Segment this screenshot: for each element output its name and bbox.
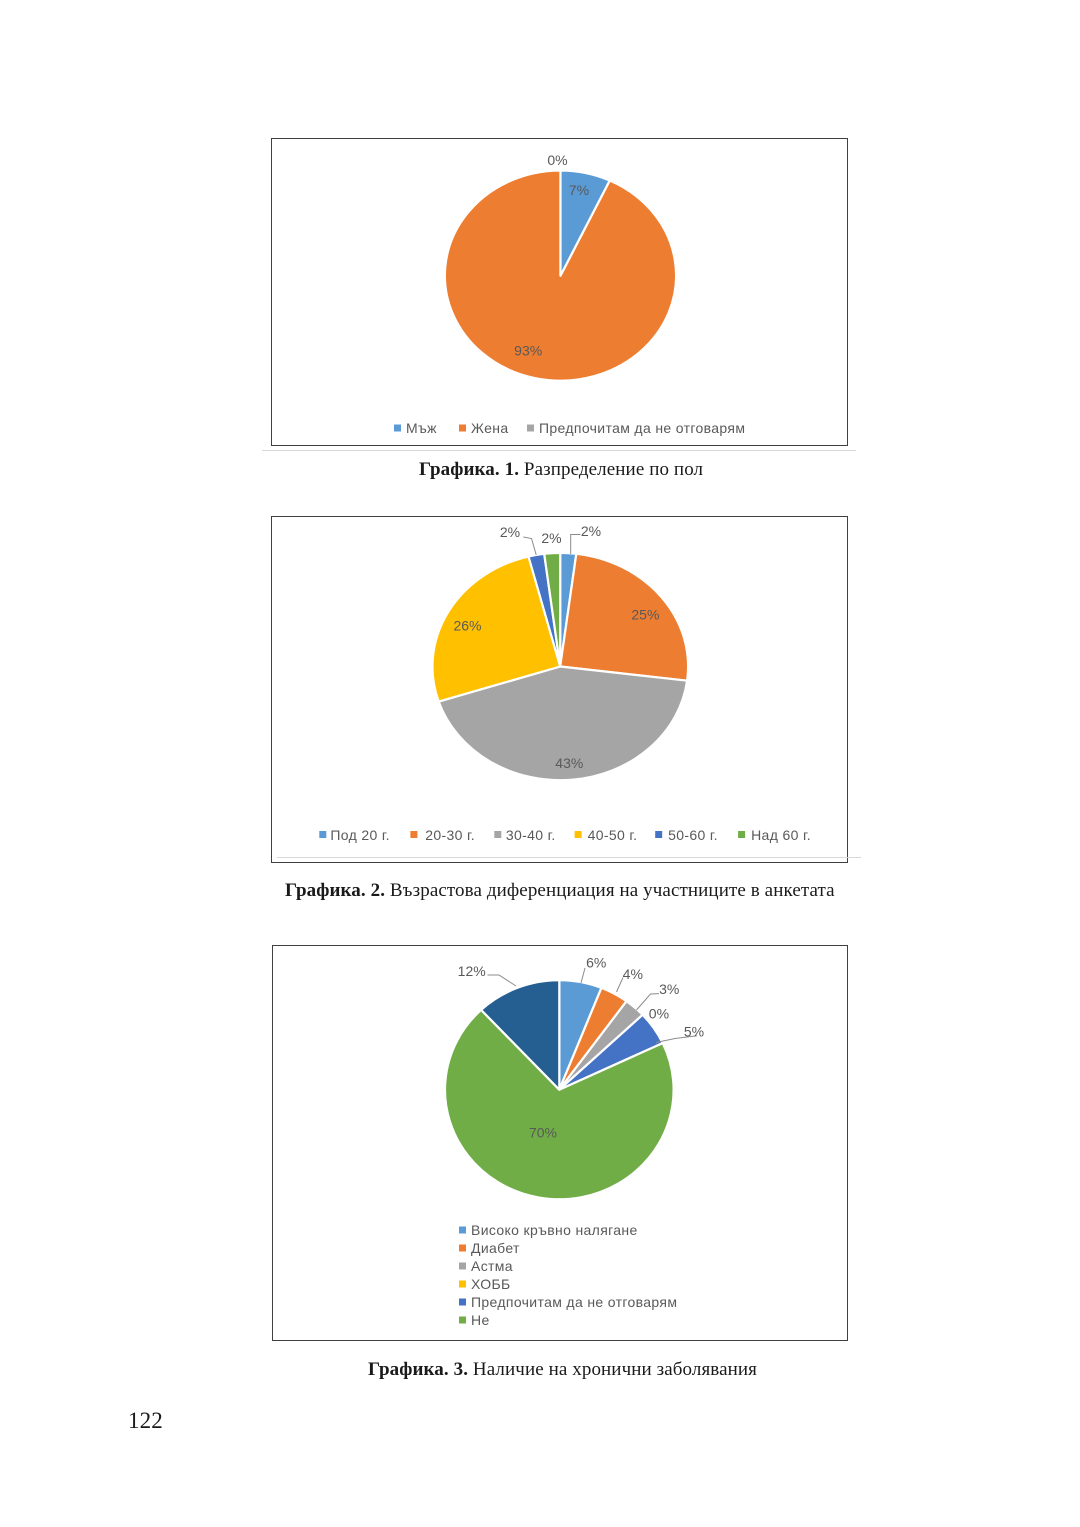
svg-text:Диабет: Диабет [471, 1240, 520, 1256]
svg-text:2%: 2% [500, 524, 520, 540]
svg-text:7%: 7% [569, 182, 589, 198]
svg-text:93%: 93% [514, 343, 542, 359]
svg-text:Мъж: Мъж [406, 420, 437, 436]
svg-text:43%: 43% [555, 755, 583, 771]
svg-text:2%: 2% [541, 530, 561, 546]
svg-text:Предпочитам да не отговарям: Предпочитам да не отговарям [539, 420, 745, 436]
svg-text:ХОББ: ХОББ [471, 1276, 511, 1292]
svg-text:Астма: Астма [471, 1258, 513, 1274]
svg-text:0%: 0% [649, 1005, 669, 1021]
svg-text:12%: 12% [458, 963, 486, 979]
svg-text:Под 20 г.: Под 20 г. [330, 827, 390, 843]
svg-text:20-30 г.: 20-30 г. [425, 827, 475, 843]
svg-text:4%: 4% [623, 966, 643, 982]
svg-text:2%: 2% [581, 523, 601, 539]
svg-text:50-60 г.: 50-60 г. [668, 827, 718, 843]
svg-text:Не: Не [471, 1312, 490, 1328]
svg-text:Високо кръвно налягане: Високо кръвно налягане [471, 1222, 638, 1238]
svg-text:Над 60 г.: Над 60 г. [751, 827, 811, 843]
svg-text:25%: 25% [631, 607, 659, 623]
svg-text:Предпочитам да не отговарям: Предпочитам да не отговарям [471, 1294, 677, 1310]
svg-text:40-50 г.: 40-50 г. [588, 827, 638, 843]
svg-text:0%: 0% [547, 152, 567, 168]
svg-text:3%: 3% [659, 981, 679, 997]
svg-text:30-40 г.: 30-40 г. [506, 827, 556, 843]
svg-text:5%: 5% [684, 1024, 704, 1040]
svg-text:Жена: Жена [471, 420, 508, 436]
svg-text:70%: 70% [529, 1124, 557, 1140]
svg-text:6%: 6% [586, 954, 606, 970]
svg-text:26%: 26% [453, 617, 481, 633]
